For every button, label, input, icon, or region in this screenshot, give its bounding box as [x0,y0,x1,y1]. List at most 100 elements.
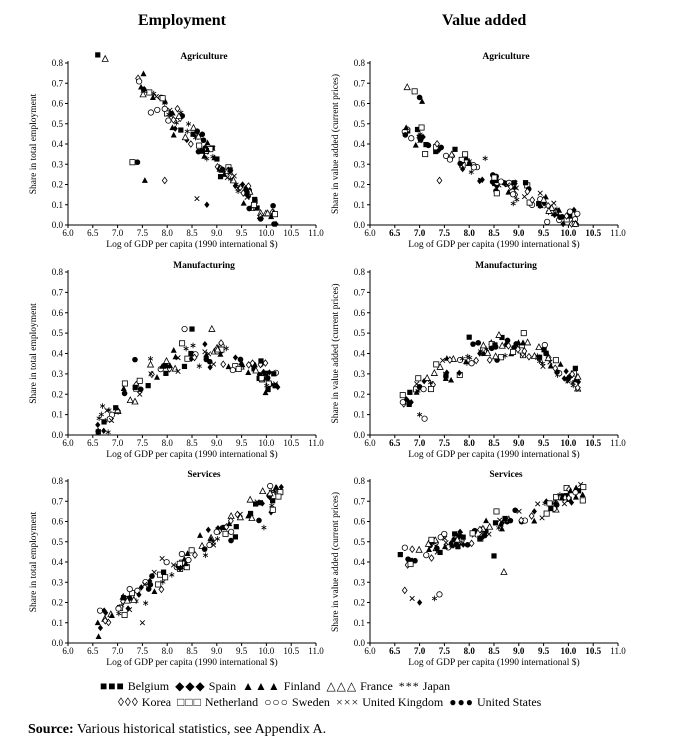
data-point [217,351,224,357]
data-point [176,560,183,567]
legend-symbol: ××× [335,695,360,709]
data-point [257,500,263,506]
legend-label: Finland [283,679,321,693]
data-point [412,557,418,564]
legend-item-united-kingdom: ××× United Kingdom [336,694,443,710]
data-point [108,417,115,424]
data-point [436,176,443,185]
data-point [257,216,264,222]
y-tick-label: 0.2 [52,389,63,399]
data-point [206,541,213,549]
data-point [271,211,278,218]
data-point [440,357,446,364]
legend-label: Sweden [291,695,330,709]
data-point [139,620,146,626]
data-point [412,141,419,148]
chart-emp-ser: Services 0.0 0.1 0.2 0.3 0.4 0.5 0.6 0.7 0.8 6.0 6.… [29,470,324,668]
data-point [191,353,198,362]
data-point [411,88,418,95]
y-tick-label: 0.3 [52,369,64,379]
chart-va-ser: Services 0.0 0.1 0.2 0.3 0.4 0.5 0.6 0.7 0.8 6.0 6.… [330,470,626,668]
data-point [199,131,206,138]
x-tick-label: 6.5 [87,228,99,238]
data-point [548,203,556,211]
data-point [121,380,128,387]
data-point [559,214,565,220]
y-tick-label: 0.1 [354,618,365,628]
data-point [210,361,217,367]
data-point [536,201,542,207]
y-tick-label: 0.5 [354,328,366,338]
data-point [195,148,202,155]
data-point [170,131,177,138]
data-point [399,392,406,399]
data-point [159,555,165,562]
data-point [222,530,229,537]
data-point [409,545,416,554]
x-tick-label: 8.5 [186,646,198,656]
y-axis-label: Share in value added (current prices) [330,492,341,632]
data-point [468,169,474,175]
data-point [539,515,545,521]
data-point [546,500,553,507]
data-point [579,491,586,498]
data-point [199,148,205,154]
data-point [252,501,259,507]
data-point [229,176,238,184]
data-point [514,345,521,354]
data-point [275,383,281,391]
data-point [575,378,582,386]
data-point [138,83,145,90]
x-tick-label: 7.5 [439,228,451,238]
data-point [446,156,454,163]
data-point [526,352,532,361]
data-point [442,535,448,541]
data-point [113,405,119,411]
data-point [572,493,579,500]
data-point [425,142,432,149]
data-point [147,581,154,588]
data-point [142,581,148,587]
data-point [453,535,462,543]
data-point [208,324,216,332]
source-label: Source: [28,722,74,737]
data-point [229,366,236,374]
x-tick-label: 10.0 [259,438,275,448]
data-point [194,132,203,140]
data-point [194,128,201,135]
data-point [254,205,260,211]
data-point [151,90,157,97]
data-point [574,210,581,217]
data-point [155,581,162,588]
data-point [463,358,470,365]
data-point [572,365,578,371]
data-point [448,539,454,547]
data-point [217,174,224,180]
data-point [203,356,210,363]
x-tick-label: 9.5 [538,438,550,448]
data-point [479,176,485,183]
data-point [243,186,249,193]
x-tick-label: 11.0 [308,438,324,448]
data-point [401,586,408,595]
data-point [479,534,486,541]
data-point [126,396,134,404]
x-tick-label: 8.5 [488,228,500,238]
data-point [462,151,469,158]
chart-va-agr: Agriculture 0.0 0.1 0.2 0.3 0.4 0.5 0.6 0.7 0.8 6.… [330,52,626,250]
x-tick-label: 6.0 [364,228,376,238]
data-point [228,528,235,535]
y-tick-label: 0.8 [354,267,366,277]
data-point [95,633,102,640]
data-point [162,574,169,581]
y-tick-label: 0.0 [354,430,366,440]
data-point [498,341,506,349]
data-point [259,487,267,495]
data-point [161,176,168,185]
data-point [246,495,254,503]
data-point [278,483,284,491]
data-point [267,482,274,490]
data-point [436,146,442,154]
data-point [515,339,522,345]
data-point [185,556,192,564]
